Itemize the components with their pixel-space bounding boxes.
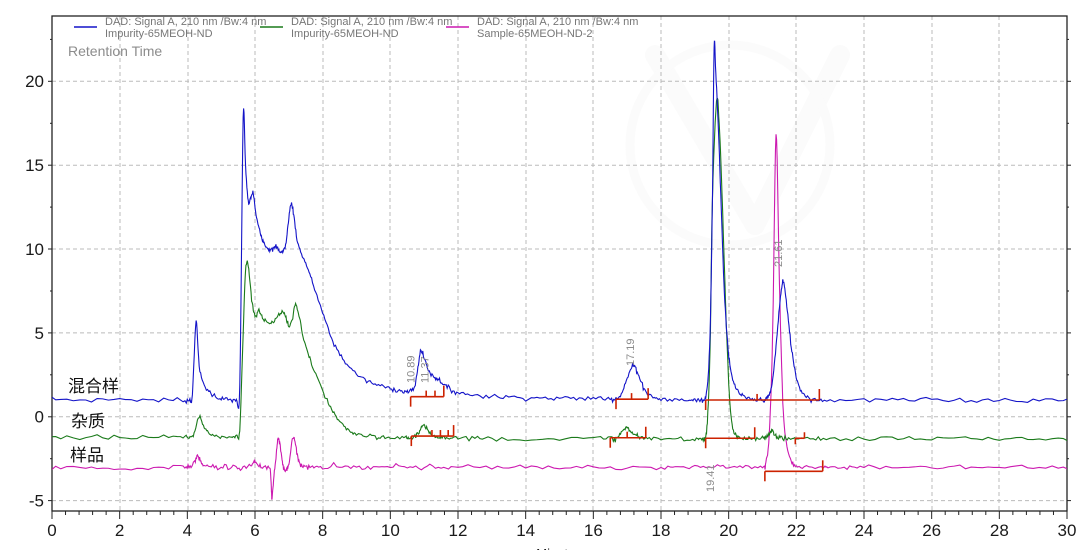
svg-text:0: 0: [47, 521, 56, 540]
svg-text:8: 8: [318, 521, 327, 540]
svg-text:Impurity-65MEOH-ND: Impurity-65MEOH-ND: [105, 28, 213, 40]
svg-text:DAD: Signal A, 210 nm /Bw:4 nm: DAD: Signal A, 210 nm /Bw:4 nm: [291, 16, 452, 28]
svg-text:12: 12: [449, 521, 468, 540]
svg-text:混合样: 混合样: [68, 377, 119, 396]
svg-text:Retention Time: Retention Time: [68, 43, 162, 59]
svg-text:30: 30: [1058, 521, 1077, 540]
svg-text:19.41: 19.41: [705, 464, 717, 492]
svg-text:DAD: Signal A, 210 nm /Bw:4 nm: DAD: Signal A, 210 nm /Bw:4 nm: [477, 16, 638, 28]
svg-text:18: 18: [652, 521, 671, 540]
svg-text:20: 20: [719, 521, 738, 540]
svg-text:26: 26: [922, 521, 941, 540]
svg-text:Impurity-65MEOH-ND: Impurity-65MEOH-ND: [291, 28, 399, 40]
svg-text:17.19: 17.19: [625, 338, 637, 366]
svg-text:-5: -5: [29, 492, 44, 511]
svg-text:样品: 样品: [70, 446, 104, 465]
svg-text:杂质: 杂质: [71, 412, 105, 431]
svg-text:20: 20: [25, 72, 44, 91]
svg-text:5: 5: [35, 324, 44, 343]
svg-text:0: 0: [35, 408, 44, 427]
svg-text:11.37: 11.37: [420, 356, 432, 383]
svg-text:2: 2: [115, 521, 124, 540]
svg-text:10.89: 10.89: [406, 355, 418, 383]
svg-text:6: 6: [250, 521, 259, 540]
svg-text:4: 4: [183, 521, 192, 540]
svg-text:16: 16: [584, 521, 603, 540]
svg-text:14: 14: [516, 521, 535, 540]
svg-text:15: 15: [25, 156, 44, 175]
svg-text:22: 22: [787, 521, 806, 540]
svg-text:10: 10: [25, 240, 44, 259]
svg-text:24: 24: [855, 521, 874, 540]
svg-text:21.61: 21.61: [773, 239, 785, 267]
svg-text:28: 28: [990, 521, 1009, 540]
svg-text:DAD: Signal A, 210 nm /Bw:4 nm: DAD: Signal A, 210 nm /Bw:4 nm: [105, 16, 266, 28]
svg-text:Sample-65MEOH-ND-2: Sample-65MEOH-ND-2: [477, 28, 593, 40]
svg-text:Minutes: Minutes: [536, 546, 582, 550]
svg-text:10: 10: [381, 521, 400, 540]
